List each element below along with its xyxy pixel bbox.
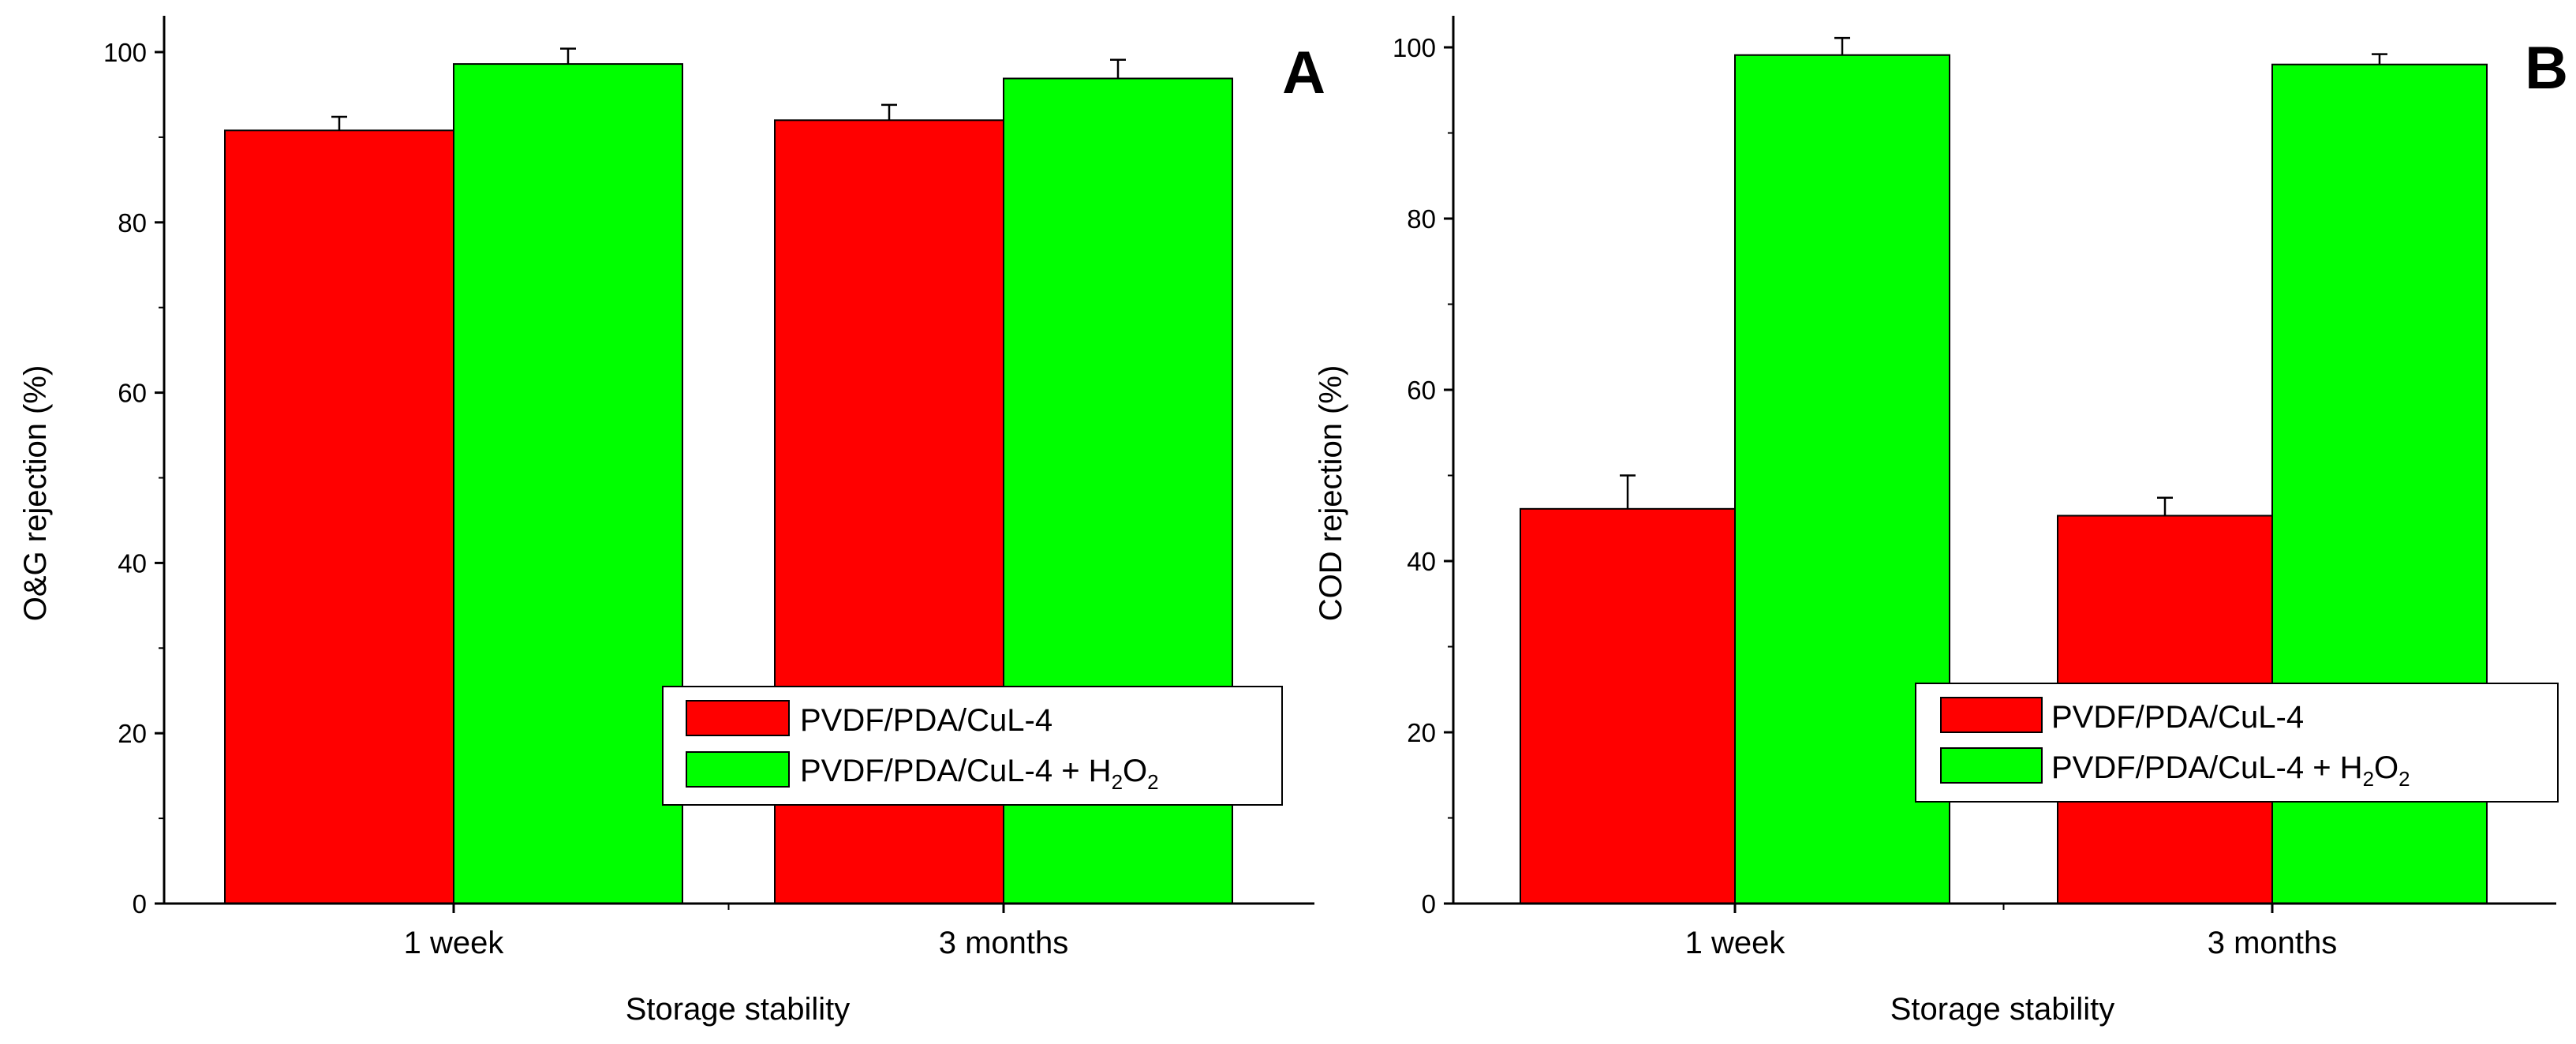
panel-b-letter: B: [2525, 35, 2568, 102]
panel-b-bar-s1-c1: [1520, 507, 1736, 904]
panel-b-legend-label-2-sub2: 2: [2398, 767, 2410, 791]
panel-a-legend-label-2-mid: O: [1123, 754, 1147, 788]
panel-a-legend-label-2-sub1: 2: [1112, 770, 1123, 794]
panel-b-y-tick-label-20: 20: [1407, 718, 1436, 747]
panel-a-y-tick-label-20: 20: [118, 719, 147, 748]
panel-a-bar-s1-c1: [224, 129, 454, 904]
panel-b-legend-label-2-main: PVDF/PDA/CuL-4 + H: [2051, 750, 2363, 785]
panel-a-y-tick-label-0: 0: [133, 889, 147, 919]
panel-b-y-tick-label-80: 80: [1407, 204, 1436, 234]
panel-a-y-tick-label-60: 60: [118, 379, 147, 408]
panel-b-legend: PVDF/PDA/CuL-4 PVDF/PDA/CuL-4 + H2O2: [1915, 683, 2559, 803]
panel-a-x-tick-label-1: 1 week: [404, 926, 505, 960]
panel-b-chart: B COD rejection (%) Storage stability 1 …: [1314, 16, 2568, 1027]
panel-a-x-axis-title: Storage stability: [626, 992, 851, 1027]
panel-a-y-tick-label-40: 40: [118, 548, 147, 578]
panel-b-legend-label-2-mid: O: [2374, 750, 2398, 785]
panel-a-legend-label-2-main: PVDF/PDA/CuL-4 + H: [800, 754, 1112, 788]
panel-a-bar-s2-c1: [453, 63, 683, 905]
panel-a-chart: A O&G rejection (%) Storage stability 1 …: [18, 16, 1325, 1027]
panel-b-legend-label-2-sub1: 2: [2363, 767, 2374, 791]
panel-b-legend-label-1: PVDF/PDA/CuL-4: [2051, 700, 2304, 735]
panel-a-legend-swatch-green: [686, 751, 790, 788]
panel-a-y-tick-label-100: 100: [103, 38, 147, 67]
panel-a-y-tick-label-80: 80: [118, 208, 147, 238]
panel-a-legend-label-2-sub2: 2: [1147, 770, 1158, 794]
panel-b-bar-s2-c1: [1734, 54, 1950, 904]
panel-b-legend-swatch-red: [1940, 697, 2043, 733]
panel-a-letter: A: [1282, 39, 1325, 107]
panel-b-x-tick-label-1: 1 week: [1685, 926, 1786, 960]
panel-b-legend-swatch-green: [1940, 747, 2043, 784]
panel-a-legend-swatch-red: [686, 700, 790, 736]
panel-b-x-tick-label-2: 3 months: [2208, 926, 2338, 960]
panel-b-y-tick-label-0: 0: [1422, 889, 1436, 919]
panel-a-legend: PVDF/PDA/CuL-4 PVDF/PDA/CuL-4 + H2O2: [662, 686, 1283, 806]
panel-b-y-axis-title: COD rejection (%): [1314, 365, 1348, 622]
panel-b-y-tick-label-40: 40: [1407, 547, 1436, 576]
panel-a-legend-label-2: PVDF/PDA/CuL-4 + H2O2: [800, 754, 1159, 794]
panel-a-x-tick-label-2: 3 months: [939, 926, 1069, 960]
panel-a-legend-label-1: PVDF/PDA/CuL-4: [800, 703, 1052, 738]
panel-b-legend-label-2: PVDF/PDA/CuL-4 + H2O2: [2051, 750, 2410, 791]
panel-a-y-axis-title: O&G rejection (%): [18, 365, 53, 622]
panel-b-y-tick-label-60: 60: [1407, 376, 1436, 405]
panel-b-y-tick-label-100: 100: [1393, 33, 1436, 62]
panel-b-x-axis-title: Storage stability: [1890, 992, 2115, 1027]
